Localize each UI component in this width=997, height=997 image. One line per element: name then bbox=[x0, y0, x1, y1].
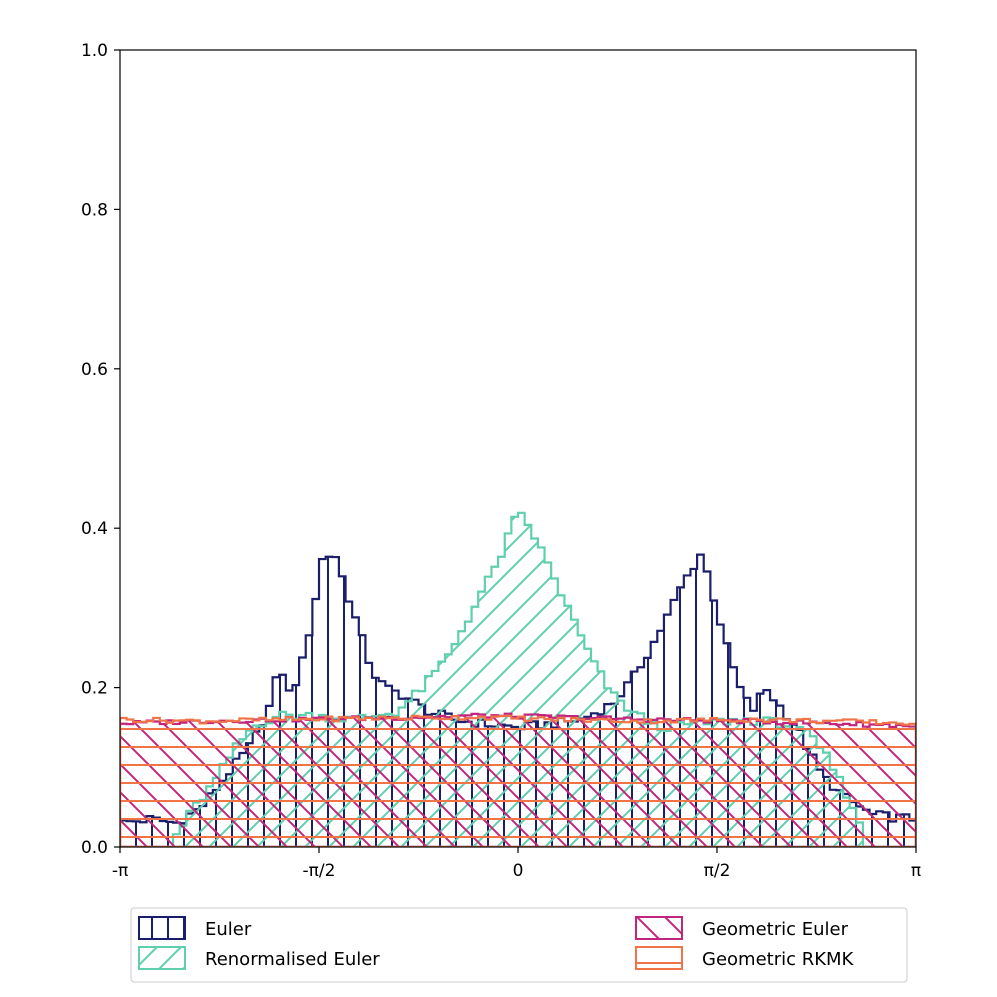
y-tick-label: 0.8 bbox=[81, 200, 108, 220]
x-tick-label: π/2 bbox=[704, 861, 731, 881]
y-tick-label: 0.6 bbox=[81, 360, 108, 380]
y-axis: 0.0 0.2 0.4 0.6 0.8 1.0 bbox=[81, 41, 120, 858]
y-tick-label: 0.0 bbox=[81, 838, 108, 858]
legend-item-renormalised-euler: Renormalised Euler bbox=[138, 946, 380, 970]
x-axis: -π -π/2 0 π/2 π bbox=[112, 847, 921, 881]
legend: Euler Renormalised Euler Geometric Euler Ge… bbox=[130, 907, 908, 983]
legend-item-geometric-euler: Geometric Euler bbox=[635, 916, 849, 940]
legend-swatch bbox=[138, 946, 186, 970]
legend-swatch bbox=[635, 916, 683, 940]
x-tick-label: 0 bbox=[513, 861, 524, 881]
legend-swatch bbox=[138, 916, 186, 940]
legend-label: Geometric Euler bbox=[702, 919, 849, 940]
series-bars bbox=[120, 714, 916, 847]
legend-label: Euler bbox=[205, 919, 252, 940]
legend-label: Geometric RKMK bbox=[702, 949, 855, 970]
legend-swatch bbox=[635, 946, 683, 970]
x-tick-label: -π bbox=[112, 861, 128, 881]
legend-item-euler: Euler bbox=[138, 916, 252, 940]
y-tick-label: 0.4 bbox=[81, 519, 108, 539]
legend-label: Renormalised Euler bbox=[205, 949, 380, 970]
legend-box bbox=[130, 907, 908, 983]
plot-area bbox=[120, 511, 916, 847]
y-tick-label: 0.2 bbox=[81, 679, 108, 699]
legend-item-geometric-rkmk: Geometric RKMK bbox=[635, 946, 855, 970]
x-tick-label: -π/2 bbox=[303, 861, 336, 881]
x-tick-label: π bbox=[911, 861, 921, 881]
series-geometric-rkmk bbox=[120, 714, 916, 847]
y-tick-label: 1.0 bbox=[81, 41, 108, 61]
